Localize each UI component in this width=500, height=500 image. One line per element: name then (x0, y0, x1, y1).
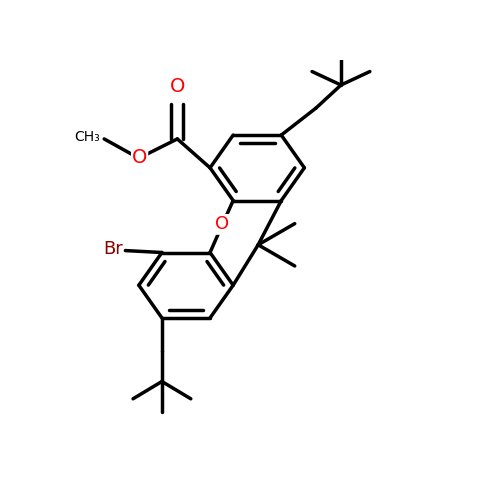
Text: O: O (132, 148, 148, 167)
Text: Br: Br (104, 240, 124, 258)
Text: O: O (214, 216, 228, 234)
Text: O: O (170, 77, 185, 96)
Text: CH₃: CH₃ (74, 130, 101, 144)
